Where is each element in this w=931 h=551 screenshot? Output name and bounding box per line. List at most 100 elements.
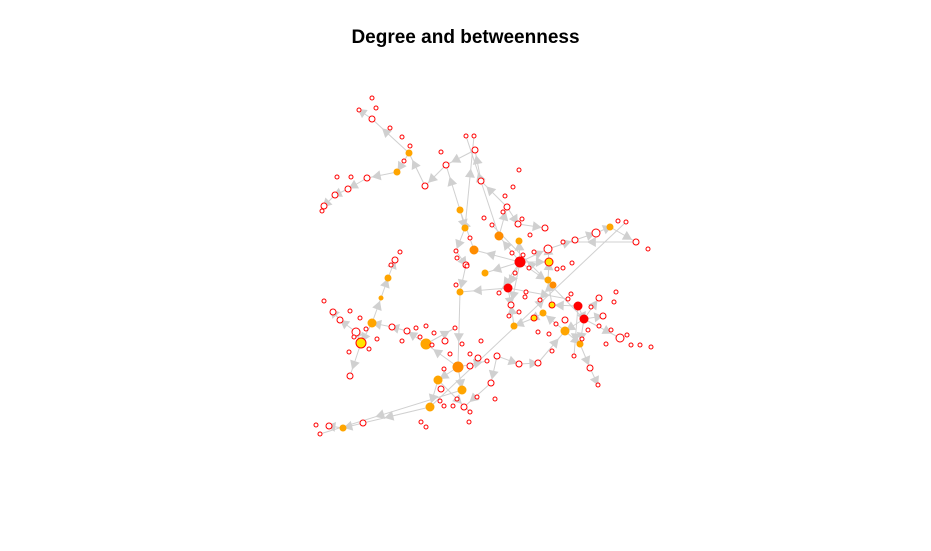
graph-node [325,422,333,430]
graph-node [329,308,337,316]
graph-node [591,228,601,238]
graph-node [391,256,399,264]
graph-node [454,255,460,261]
edge [459,287,509,293]
graph-node [450,403,456,409]
graph-node [423,323,429,329]
graph-node [363,174,371,182]
graph-node [466,362,474,370]
graph-node [481,215,487,221]
graph-node [319,208,325,214]
graph-node [397,249,403,255]
graph-node [384,274,392,282]
graph-node [571,236,579,244]
edge-arrowhead [348,179,360,189]
edge [457,291,461,368]
edge [473,249,521,263]
graph-node [489,222,495,228]
graph-node [463,133,469,139]
edge-arrowhead [549,338,559,349]
edge-arrowhead [588,300,598,311]
graph-node [346,372,354,380]
graph-node [510,322,518,330]
edge [507,287,569,300]
graph-node [453,248,459,254]
graph-node [492,396,498,402]
edge-arrowhead [485,250,496,261]
graph-node [543,244,553,254]
edge-arrowhead [507,355,518,366]
edge [349,342,362,377]
graph-node [487,379,495,387]
graph-node [366,346,372,352]
edge [480,180,508,208]
graph-node [418,419,424,425]
edge-arrowhead [439,369,450,380]
graph-node [586,364,594,372]
graph-node [363,326,369,332]
edge [573,305,579,357]
graph-node [457,385,467,395]
graph-node [429,342,435,348]
graph-node [417,334,423,340]
graph-node [613,289,619,295]
graph-node [331,191,339,199]
graph-node [624,332,630,338]
graph-node [509,250,515,256]
edge-arrowhead [469,392,480,403]
edge-arrowhead [509,290,519,301]
graph-node [469,245,479,255]
edge [583,318,621,339]
graph-node [347,308,353,314]
graph-node [549,348,555,354]
edge-arrowhead [382,128,393,138]
edge-arrowhead [540,289,550,299]
graph-node [507,301,515,309]
edge-arrowhead [371,170,382,181]
edge-arrowhead [447,176,458,187]
graph-node [359,419,367,427]
graph-node [403,327,411,335]
edge-arrowhead [472,358,483,369]
graph-node [530,314,538,322]
graph-node [510,184,516,190]
edge-arrowhead [492,263,503,273]
graph-node [522,294,528,300]
graph-node [503,203,511,211]
graph-node [378,295,384,301]
graph-node [549,281,557,289]
graph-node [368,115,376,123]
graph-node [466,419,472,425]
graph-node [334,174,340,180]
graph-node [603,341,609,347]
graph-node [474,354,482,362]
graph-node [632,238,640,246]
graph-node [447,351,453,357]
graph-node [456,288,464,296]
graph-node [442,161,450,169]
graph-node [355,337,367,349]
graph-node [527,232,533,238]
graph-node [441,366,447,372]
graph-node [317,431,323,437]
edge [445,149,476,166]
graph-node [502,193,508,199]
graph-node [546,331,552,337]
graph-node [541,224,549,232]
edge-arrowhead [488,369,499,380]
graph-node [544,257,554,267]
graph-node [452,325,458,331]
graph-node [420,338,432,350]
graph-node [611,299,617,305]
graph-node [537,297,543,303]
graph-node [369,95,375,101]
graph-node [421,182,429,190]
graph-node [554,266,560,272]
graph-node [573,301,583,311]
graph-node [560,326,570,336]
edge-arrowhead [580,355,591,366]
graph-node [467,235,473,241]
graph-node [388,262,394,268]
graph-node [433,375,443,385]
graph-node [576,340,584,348]
